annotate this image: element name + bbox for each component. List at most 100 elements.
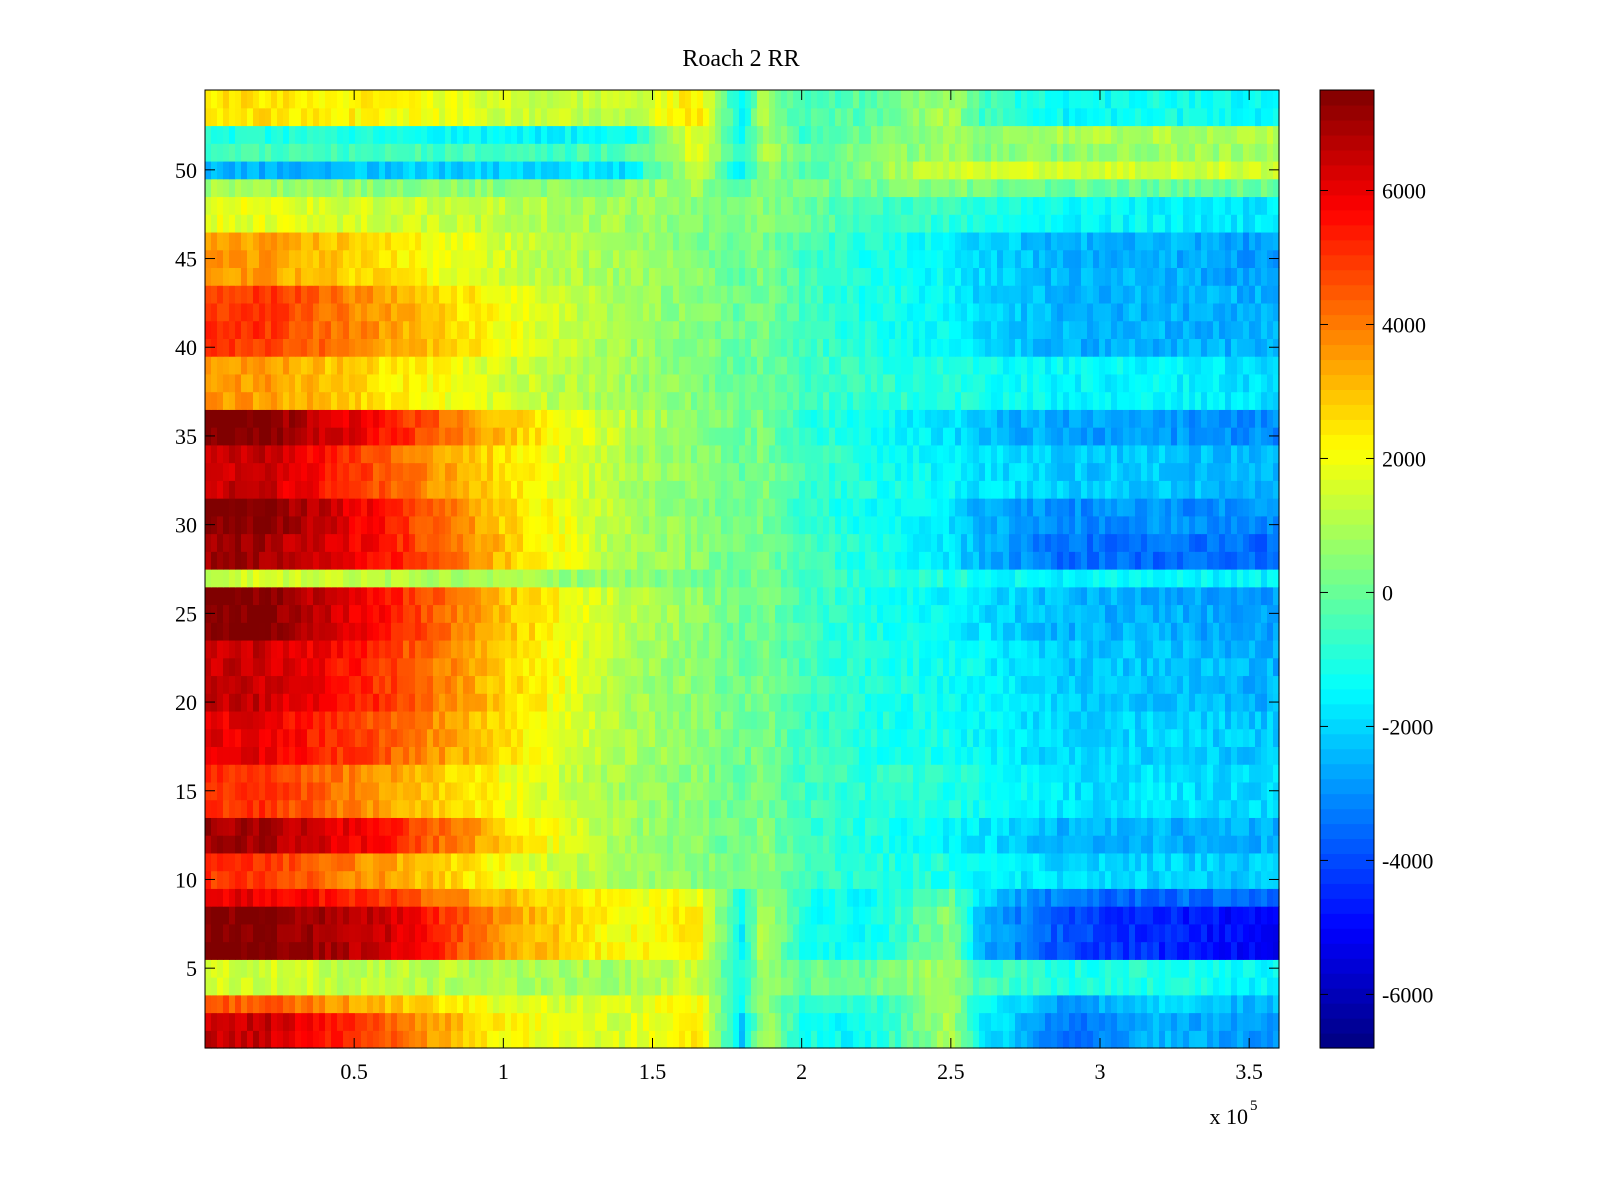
heatmap-cell bbox=[559, 639, 566, 659]
heatmap-cell bbox=[907, 639, 914, 659]
heatmap-cell bbox=[1177, 977, 1184, 996]
heatmap-cell bbox=[373, 959, 380, 978]
heatmap-cell bbox=[1021, 746, 1028, 765]
heatmap-cell bbox=[727, 799, 734, 818]
heatmap-cell bbox=[751, 693, 758, 712]
heatmap-cell bbox=[265, 710, 272, 730]
heatmap-cell bbox=[865, 569, 872, 588]
heatmap-cell bbox=[925, 693, 932, 712]
heatmap-cell bbox=[361, 551, 368, 570]
heatmap-cell bbox=[895, 941, 902, 960]
heatmap-cell bbox=[1129, 852, 1136, 872]
heatmap-cell bbox=[283, 604, 290, 623]
heatmap-cell bbox=[511, 551, 518, 570]
heatmap-cell bbox=[1105, 569, 1112, 588]
heatmap-cell bbox=[325, 870, 332, 889]
heatmap-cell bbox=[721, 693, 728, 712]
heatmap-cell bbox=[319, 710, 326, 730]
heatmap-cell bbox=[259, 817, 266, 836]
heatmap-cell bbox=[253, 941, 260, 960]
heatmap-cell bbox=[583, 1012, 590, 1031]
heatmap-cell bbox=[385, 710, 392, 730]
heatmap-cell bbox=[499, 693, 506, 712]
heatmap-cell bbox=[1081, 781, 1088, 801]
heatmap-cell bbox=[1063, 923, 1070, 943]
heatmap-cell bbox=[1213, 693, 1220, 712]
heatmap-cell bbox=[223, 639, 230, 659]
heatmap-cell bbox=[451, 639, 458, 659]
heatmap-cell bbox=[1159, 870, 1166, 889]
heatmap-cell bbox=[1045, 941, 1052, 960]
heatmap-cell bbox=[1045, 1030, 1052, 1049]
heatmap-cell bbox=[433, 657, 440, 677]
heatmap-cell bbox=[1201, 728, 1208, 748]
heatmap-cell bbox=[841, 870, 848, 889]
heatmap-cell bbox=[253, 977, 260, 996]
heatmap-cell bbox=[493, 639, 500, 659]
heatmap-cell bbox=[1237, 639, 1244, 659]
heatmap-cell bbox=[433, 1030, 440, 1049]
heatmap-cell bbox=[907, 977, 914, 996]
heatmap-cell bbox=[985, 746, 992, 765]
heatmap-cell bbox=[1153, 941, 1160, 960]
heatmap-cell bbox=[229, 622, 236, 641]
heatmap-cell bbox=[691, 693, 698, 712]
heatmap-cell bbox=[307, 870, 314, 889]
heatmap-cell bbox=[523, 764, 530, 783]
heatmap-cell bbox=[223, 852, 230, 872]
heatmap-cell bbox=[565, 941, 572, 960]
heatmap-cell bbox=[763, 764, 770, 783]
heatmap-cell bbox=[703, 799, 710, 818]
heatmap-cell bbox=[835, 764, 842, 783]
heatmap-cell bbox=[895, 1030, 902, 1049]
heatmap-cell bbox=[589, 1012, 596, 1031]
heatmap-cell bbox=[841, 994, 848, 1014]
heatmap-cell bbox=[463, 710, 470, 730]
heatmap-cell bbox=[607, 870, 614, 889]
heatmap-cell bbox=[331, 852, 338, 872]
heatmap-cell bbox=[799, 888, 806, 907]
heatmap-cell bbox=[349, 586, 356, 606]
heatmap-cell bbox=[1225, 852, 1232, 872]
heatmap-cell bbox=[241, 693, 248, 712]
heatmap-cell bbox=[397, 622, 404, 641]
heatmap-cell bbox=[805, 639, 812, 659]
heatmap-cell bbox=[1015, 604, 1022, 623]
heatmap-cell bbox=[475, 781, 482, 801]
heatmap-cell bbox=[661, 710, 668, 730]
heatmap-cell bbox=[1003, 1030, 1010, 1049]
heatmap-cell bbox=[331, 906, 338, 925]
heatmap-cell bbox=[559, 746, 566, 765]
heatmap-cell bbox=[505, 852, 512, 872]
heatmap-cell bbox=[553, 835, 560, 854]
heatmap-cell bbox=[355, 693, 362, 712]
heatmap-cell bbox=[487, 586, 494, 606]
heatmap-cell bbox=[1243, 941, 1250, 960]
heatmap-cell bbox=[433, 551, 440, 570]
heatmap-cell bbox=[889, 835, 896, 854]
heatmap-cell bbox=[1249, 994, 1256, 1014]
heatmap-cell bbox=[229, 551, 236, 570]
heatmap-cell bbox=[1069, 906, 1076, 925]
heatmap-cell bbox=[733, 923, 740, 943]
heatmap-cell bbox=[1237, 977, 1244, 996]
heatmap-cell bbox=[439, 551, 446, 570]
heatmap-cell bbox=[601, 923, 608, 943]
heatmap-cell bbox=[325, 781, 332, 801]
heatmap-cell bbox=[1081, 569, 1088, 588]
heatmap-cell bbox=[1243, 1030, 1250, 1049]
heatmap-cell bbox=[211, 799, 218, 818]
heatmap-cell bbox=[583, 959, 590, 978]
heatmap-cell bbox=[847, 1030, 854, 1049]
heatmap-cell bbox=[1159, 551, 1166, 570]
heatmap-cell bbox=[583, 728, 590, 748]
heatmap-cell bbox=[1153, 923, 1160, 943]
heatmap-cell bbox=[1021, 693, 1028, 712]
heatmap-cell bbox=[1177, 604, 1184, 623]
heatmap-cell bbox=[211, 746, 218, 765]
heatmap-cell bbox=[787, 622, 794, 641]
heatmap-cell bbox=[769, 959, 776, 978]
heatmap-cell bbox=[667, 1012, 674, 1031]
heatmap-cell bbox=[439, 569, 446, 588]
heatmap-cell bbox=[745, 959, 752, 978]
